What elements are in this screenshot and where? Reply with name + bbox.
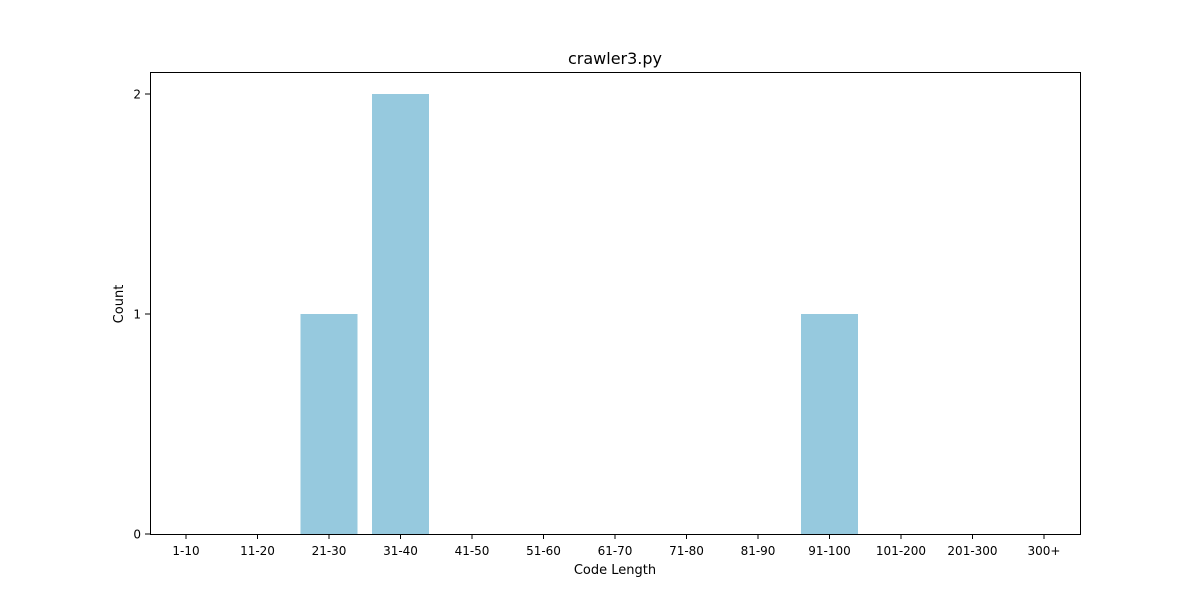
bars-group [300,94,858,534]
x-tick-label: 51-60 [526,544,561,558]
bar-91-100 [801,314,858,534]
x-tick-label: 71-80 [669,544,704,558]
x-tick-label: 11-20 [240,544,275,558]
x-tick-label: 201-300 [947,544,997,558]
x-axis-label: Code Length [574,563,656,578]
x-tick-label: 101-200 [876,544,926,558]
y-tick-label: 0 [133,528,141,542]
x-tick-label: 81-90 [741,544,776,558]
x-tick-label: 31-40 [383,544,418,558]
x-tick-label: 21-30 [312,544,347,558]
x-tick-label: 300+ [1028,544,1061,558]
y-ticks-group: 0 1 2 [133,88,150,542]
x-tick-label: 61-70 [598,544,633,558]
x-ticks-group: 1-10 11-20 21-30 31-40 41-50 51-60 61-70 71-80 8… [172,534,1060,558]
bar-31-40 [372,94,429,534]
y-tick-label: 1 [133,308,141,322]
x-tick-label: 91-100 [808,544,851,558]
x-tick-label: 1-10 [172,544,199,558]
y-tick-label: 2 [133,88,141,102]
plot-area-frame [150,72,1081,535]
x-tick-label: 41-50 [455,544,490,558]
bar-21-30 [300,314,358,534]
y-axis-label: Count [112,285,127,324]
chart-title: crawler3.py [568,49,662,68]
